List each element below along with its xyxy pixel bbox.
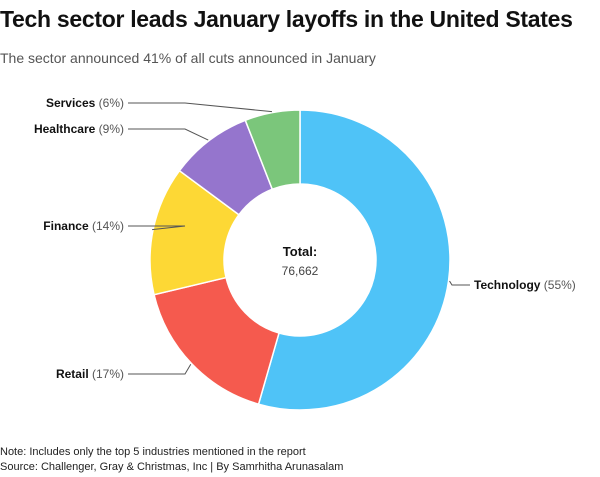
label-finance: Finance (14%) (43, 219, 124, 233)
slice-labels: Technology (55%) Retail (17%) Finance (14%… (34, 96, 576, 381)
label-healthcare: Healthcare (9%) (34, 122, 124, 136)
label-percent: (55%) (540, 278, 575, 292)
label-name: Healthcare (34, 122, 96, 136)
donut-slices (149, 109, 451, 411)
label-percent: (9%) (95, 122, 124, 136)
label-leader-lines (128, 102, 470, 375)
label-retail: Retail (17%) (56, 367, 124, 381)
slice-technology (257, 109, 451, 411)
label-percent: (6%) (95, 96, 124, 110)
label-technology: Technology (55%) (474, 278, 576, 292)
leader-finance (128, 225, 186, 231)
label-percent: (17%) (89, 367, 124, 381)
label-name: Services (46, 96, 96, 110)
slice-retail (153, 276, 280, 406)
label-name: Retail (56, 367, 89, 381)
label-name: Technology (474, 278, 541, 292)
leader-technology (449, 280, 470, 286)
center-total-label: Total: (283, 244, 317, 259)
label-percent: (14%) (89, 219, 124, 233)
leader-retail (128, 363, 192, 375)
chart-subtitle: The sector announced 41% of all cuts ann… (0, 50, 376, 66)
chart-title: Tech sector leads January layoffs in the… (0, 6, 573, 32)
leader-services (128, 102, 273, 113)
slice-services (244, 109, 301, 191)
footnote: Note: Includes only the top 5 industries… (0, 446, 306, 458)
center-total-value: 76,662 (282, 264, 319, 278)
leader-healthcare (128, 128, 209, 141)
label-name: Finance (43, 219, 89, 233)
source-credit: Source: Challenger, Gray & Christmas, In… (0, 461, 344, 473)
label-services: Services (6%) (46, 96, 124, 110)
